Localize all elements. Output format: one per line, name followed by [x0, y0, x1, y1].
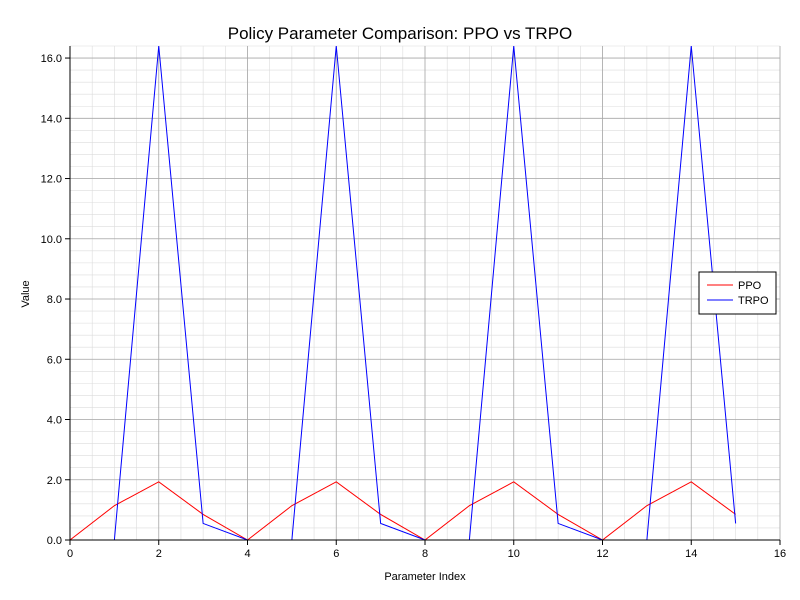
legend: PPO TRPO: [698, 271, 777, 315]
x-axis-label: Parameter Index: [384, 571, 466, 583]
y-tick-label: 16.0: [41, 53, 62, 65]
x-axis-ticks: 0 2 4 6 8 10 12 14 16: [67, 540, 786, 560]
x-tick-label: 8: [422, 548, 428, 560]
y-tick-label: 0.0: [47, 535, 62, 547]
y-axis-ticks: 0.0 2.0 4.0 6.0 8.0 10.0 12.0 14.0 16.0: [41, 53, 70, 547]
x-tick-label: 16: [774, 548, 786, 560]
x-tick-label: 0: [67, 548, 73, 560]
y-tick-label: 6.0: [47, 354, 62, 366]
legend-box: [698, 271, 777, 315]
series-line-ppo: [69, 481, 736, 541]
legend-label-ppo: PPO: [738, 280, 762, 292]
x-tick-label: 6: [333, 548, 339, 560]
chart-title: Policy Parameter Comparison: PPO vs TRPO: [228, 24, 573, 43]
y-tick-label: 8.0: [47, 294, 62, 306]
y-tick-label: 12.0: [41, 174, 62, 186]
legend-label-trpo: TRPO: [738, 295, 769, 307]
y-tick-label: 2.0: [47, 475, 62, 487]
y-axis-label: Value: [20, 280, 32, 307]
x-tick-label: 4: [244, 548, 250, 560]
x-tick-label: 12: [596, 548, 608, 560]
x-tick-label: 2: [156, 548, 162, 560]
major-grid: [69, 46, 781, 541]
y-tick-label: 4.0: [47, 415, 62, 427]
x-tick-label: 14: [685, 548, 697, 560]
x-tick-label: 10: [508, 548, 520, 560]
y-tick-label: 14.0: [41, 113, 62, 125]
y-tick-label: 10.0: [41, 234, 62, 246]
